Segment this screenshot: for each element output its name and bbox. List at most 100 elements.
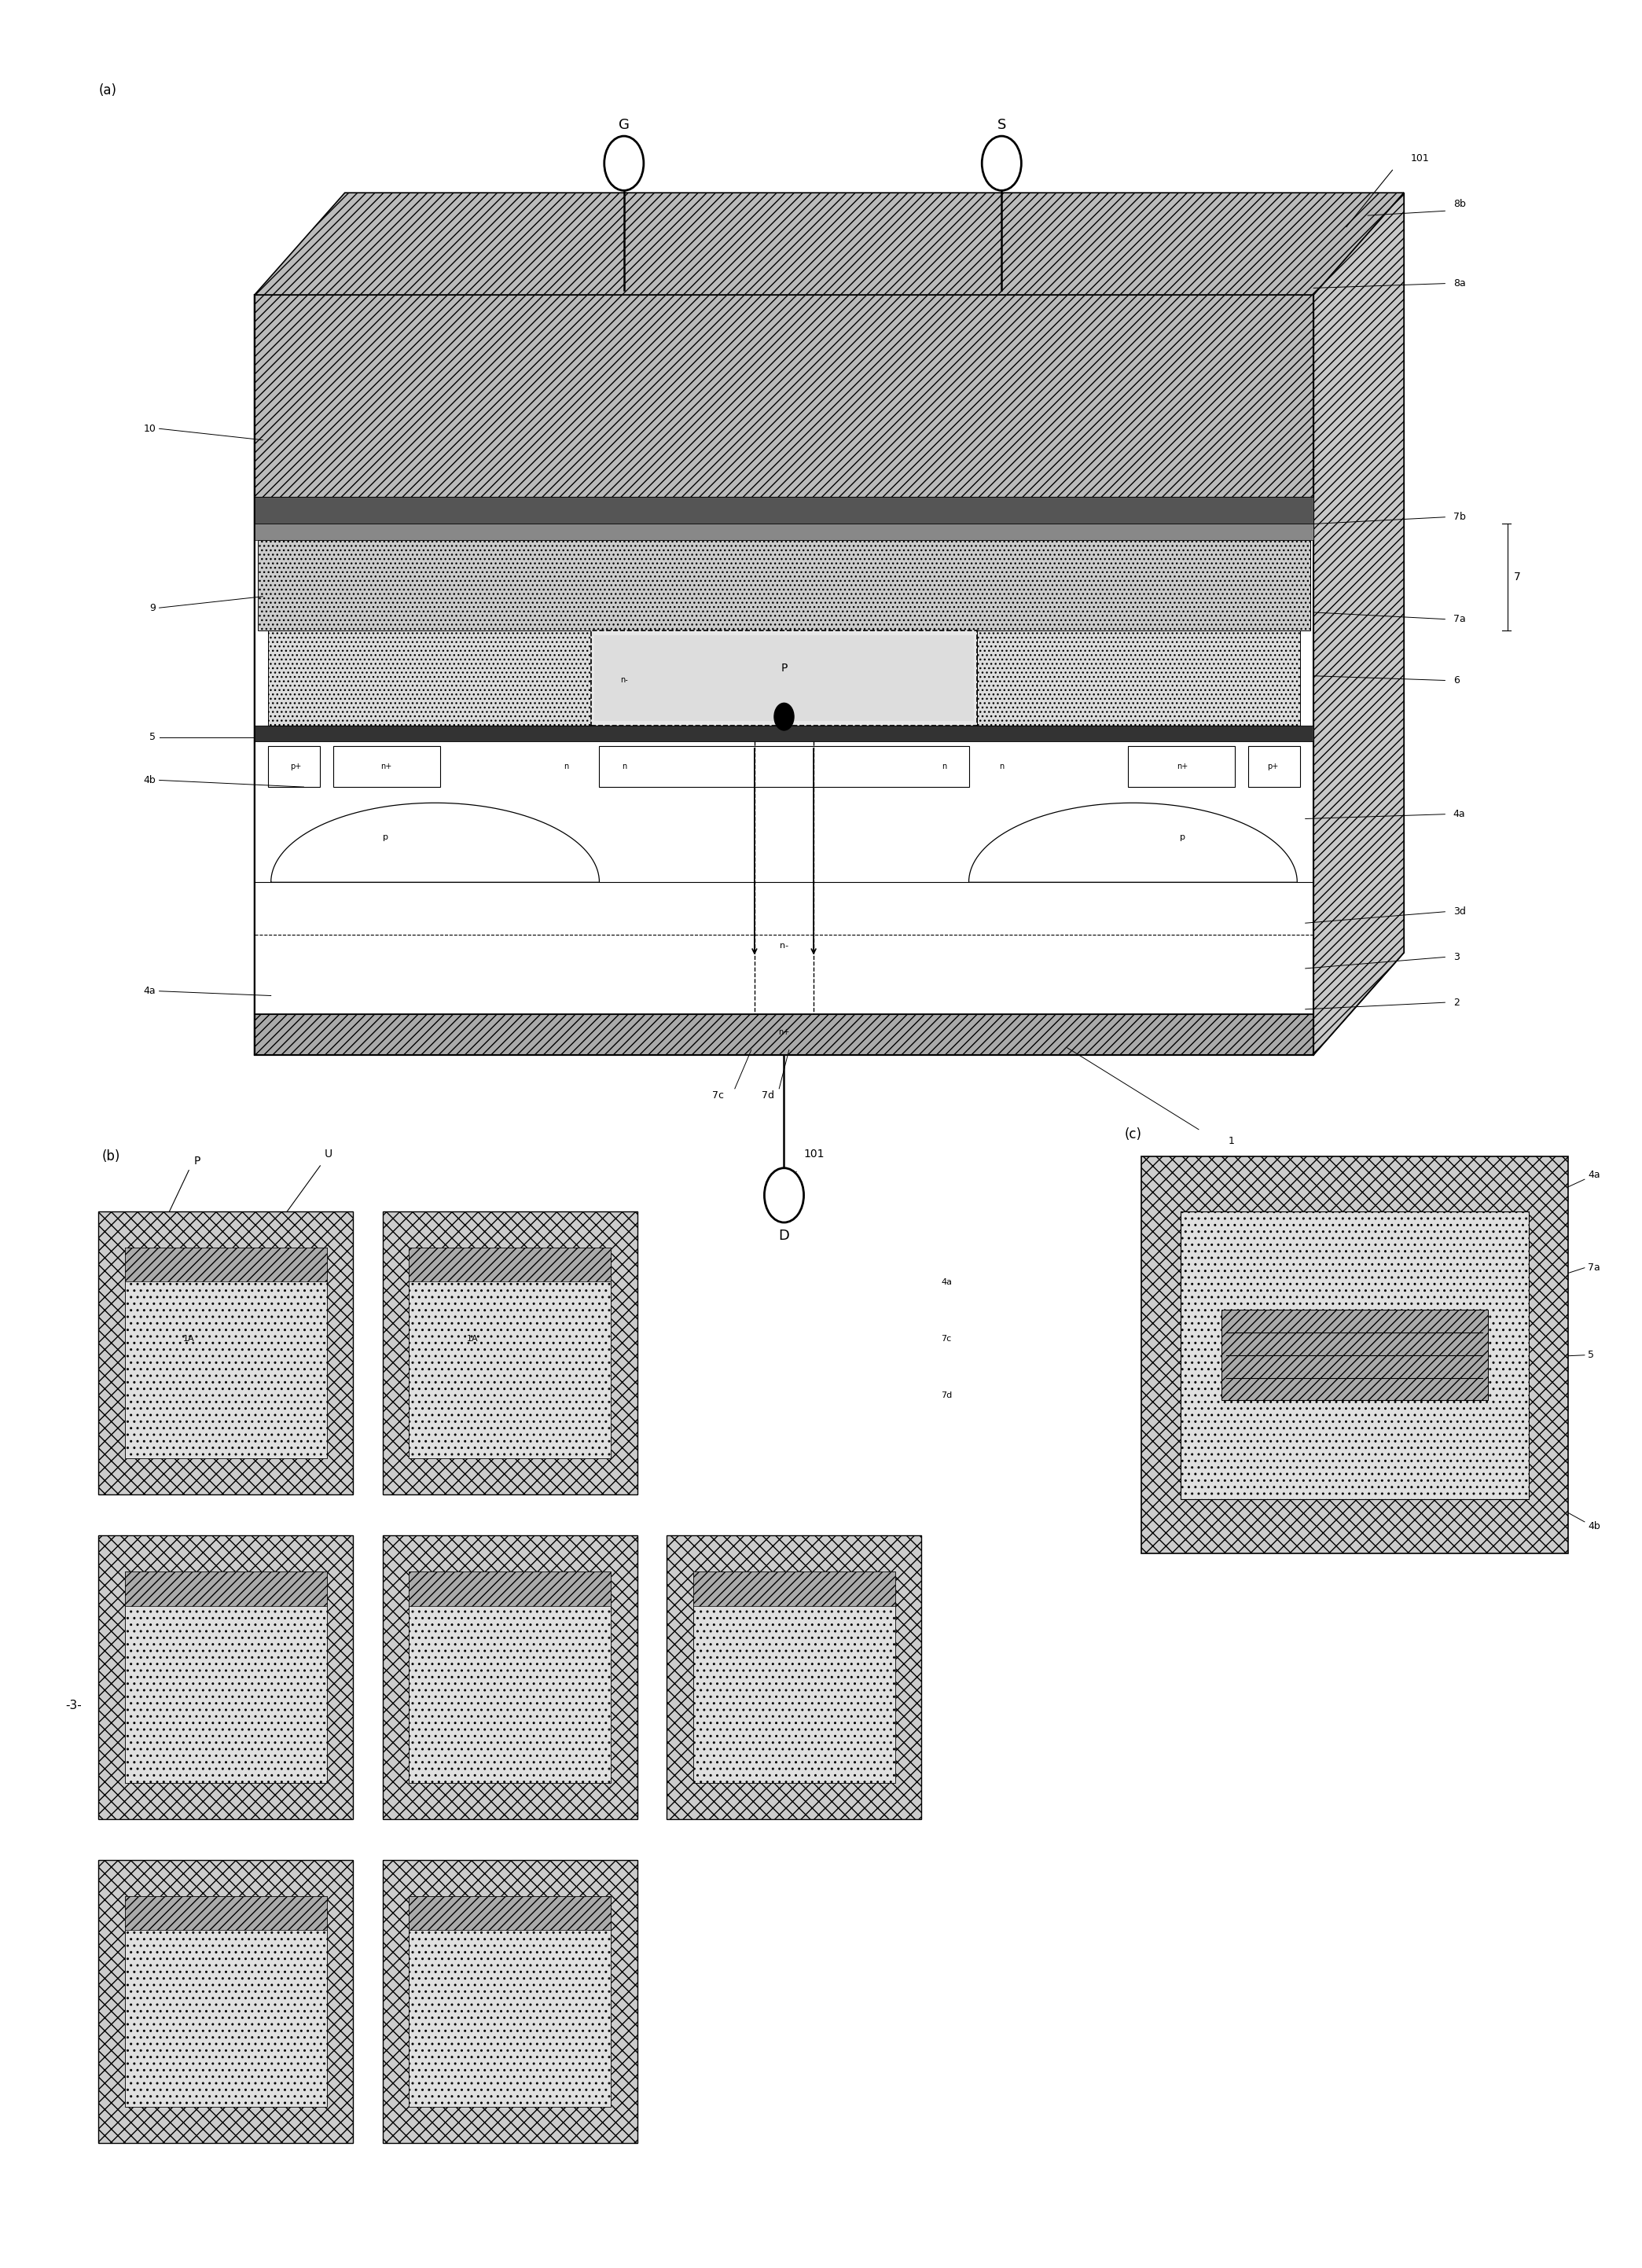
- Text: 4b: 4b: [1588, 1522, 1601, 1531]
- Text: 7a: 7a: [1453, 615, 1466, 624]
- Text: n: n: [1000, 762, 1003, 771]
- Bar: [125, 1247, 327, 1281]
- Text: (a): (a): [99, 84, 117, 98]
- Text: 7c: 7c: [713, 1091, 724, 1100]
- Bar: [125, 1896, 327, 1930]
- Bar: [383, 1211, 637, 1495]
- Text: n+: n+: [381, 762, 391, 771]
- Text: n: n: [565, 762, 568, 771]
- Text: 101: 101: [1410, 154, 1430, 163]
- Circle shape: [765, 1168, 805, 1222]
- Bar: [591, 631, 977, 726]
- Circle shape: [775, 703, 795, 730]
- Bar: [409, 1896, 611, 2107]
- Bar: [383, 1535, 637, 1819]
- Polygon shape: [969, 803, 1297, 882]
- Text: 7: 7: [1514, 572, 1520, 583]
- Bar: [409, 1572, 611, 1783]
- Bar: [125, 1572, 327, 1783]
- Bar: [383, 1860, 637, 2143]
- Text: 2: 2: [1453, 998, 1460, 1007]
- Bar: [1248, 746, 1300, 787]
- Bar: [1222, 1311, 1488, 1399]
- Bar: [255, 742, 1314, 882]
- Bar: [409, 1896, 611, 1930]
- Text: 1A: 1A: [466, 1336, 479, 1343]
- Text: n: n: [943, 762, 946, 771]
- Polygon shape: [1314, 193, 1404, 1055]
- Bar: [693, 1572, 895, 1606]
- Bar: [1181, 1211, 1529, 1499]
- Text: P: P: [780, 662, 788, 674]
- Text: 4a: 4a: [1453, 810, 1465, 819]
- Bar: [1128, 746, 1235, 787]
- Bar: [255, 882, 1314, 1014]
- Text: p+: p+: [291, 762, 300, 771]
- Bar: [594, 635, 974, 721]
- Bar: [99, 1211, 353, 1495]
- Text: n: n: [622, 762, 626, 771]
- Text: 10: 10: [143, 424, 156, 433]
- Text: 4a: 4a: [1588, 1170, 1599, 1179]
- Text: 7d: 7d: [941, 1393, 952, 1399]
- Bar: [99, 1860, 353, 2143]
- Bar: [268, 631, 591, 726]
- Bar: [667, 1535, 921, 1819]
- Bar: [333, 746, 440, 787]
- Text: p: p: [1179, 832, 1186, 841]
- Bar: [255, 497, 1314, 524]
- Text: n+: n+: [1177, 762, 1187, 771]
- Bar: [977, 631, 1300, 726]
- Bar: [258, 540, 1310, 631]
- Bar: [255, 524, 1314, 540]
- Text: 1: 1: [1228, 1136, 1235, 1145]
- Text: 3: 3: [1453, 953, 1460, 962]
- Text: 1A: 1A: [182, 1336, 195, 1343]
- Polygon shape: [255, 193, 1404, 1055]
- Text: 4a: 4a: [144, 987, 156, 996]
- Text: 7b: 7b: [1453, 513, 1466, 522]
- Bar: [125, 1896, 327, 2107]
- Text: n+: n+: [778, 1027, 790, 1036]
- Text: S: S: [997, 118, 1007, 132]
- Text: n-: n-: [621, 676, 627, 685]
- Text: 8b: 8b: [1453, 200, 1466, 209]
- Circle shape: [982, 136, 1021, 191]
- Text: p: p: [383, 832, 389, 841]
- Text: 7c: 7c: [941, 1336, 951, 1343]
- Text: D: D: [778, 1229, 790, 1243]
- Bar: [409, 1247, 611, 1458]
- Bar: [409, 1572, 611, 1606]
- Text: 9: 9: [149, 603, 156, 612]
- Bar: [1141, 1157, 1568, 1554]
- Bar: [99, 1535, 353, 1819]
- Text: 7d: 7d: [762, 1091, 773, 1100]
- Text: G: G: [619, 118, 629, 132]
- Text: 5: 5: [1588, 1349, 1594, 1361]
- Text: 6: 6: [1453, 676, 1460, 685]
- Text: 101: 101: [805, 1150, 824, 1159]
- Bar: [125, 1572, 327, 1606]
- Polygon shape: [271, 803, 599, 882]
- Text: 5: 5: [149, 733, 156, 742]
- Text: U: U: [325, 1150, 332, 1159]
- Circle shape: [604, 136, 644, 191]
- Text: (c): (c): [1125, 1127, 1143, 1141]
- Text: 7a: 7a: [1588, 1263, 1601, 1272]
- Bar: [255, 1014, 1314, 1055]
- Bar: [255, 726, 1314, 742]
- Text: -3-: -3-: [66, 1699, 82, 1712]
- Text: (b): (b): [102, 1150, 120, 1163]
- Text: 4b: 4b: [143, 776, 156, 785]
- Bar: [255, 295, 1314, 497]
- Text: P: P: [194, 1157, 200, 1166]
- Text: p+: p+: [1268, 762, 1277, 771]
- Text: n-: n-: [780, 941, 788, 950]
- Bar: [693, 1572, 895, 1783]
- Bar: [409, 1247, 611, 1281]
- Bar: [125, 1247, 327, 1458]
- Text: 3d: 3d: [1453, 907, 1466, 916]
- Text: 4a: 4a: [941, 1279, 952, 1286]
- Polygon shape: [255, 193, 1404, 295]
- Bar: [599, 746, 969, 787]
